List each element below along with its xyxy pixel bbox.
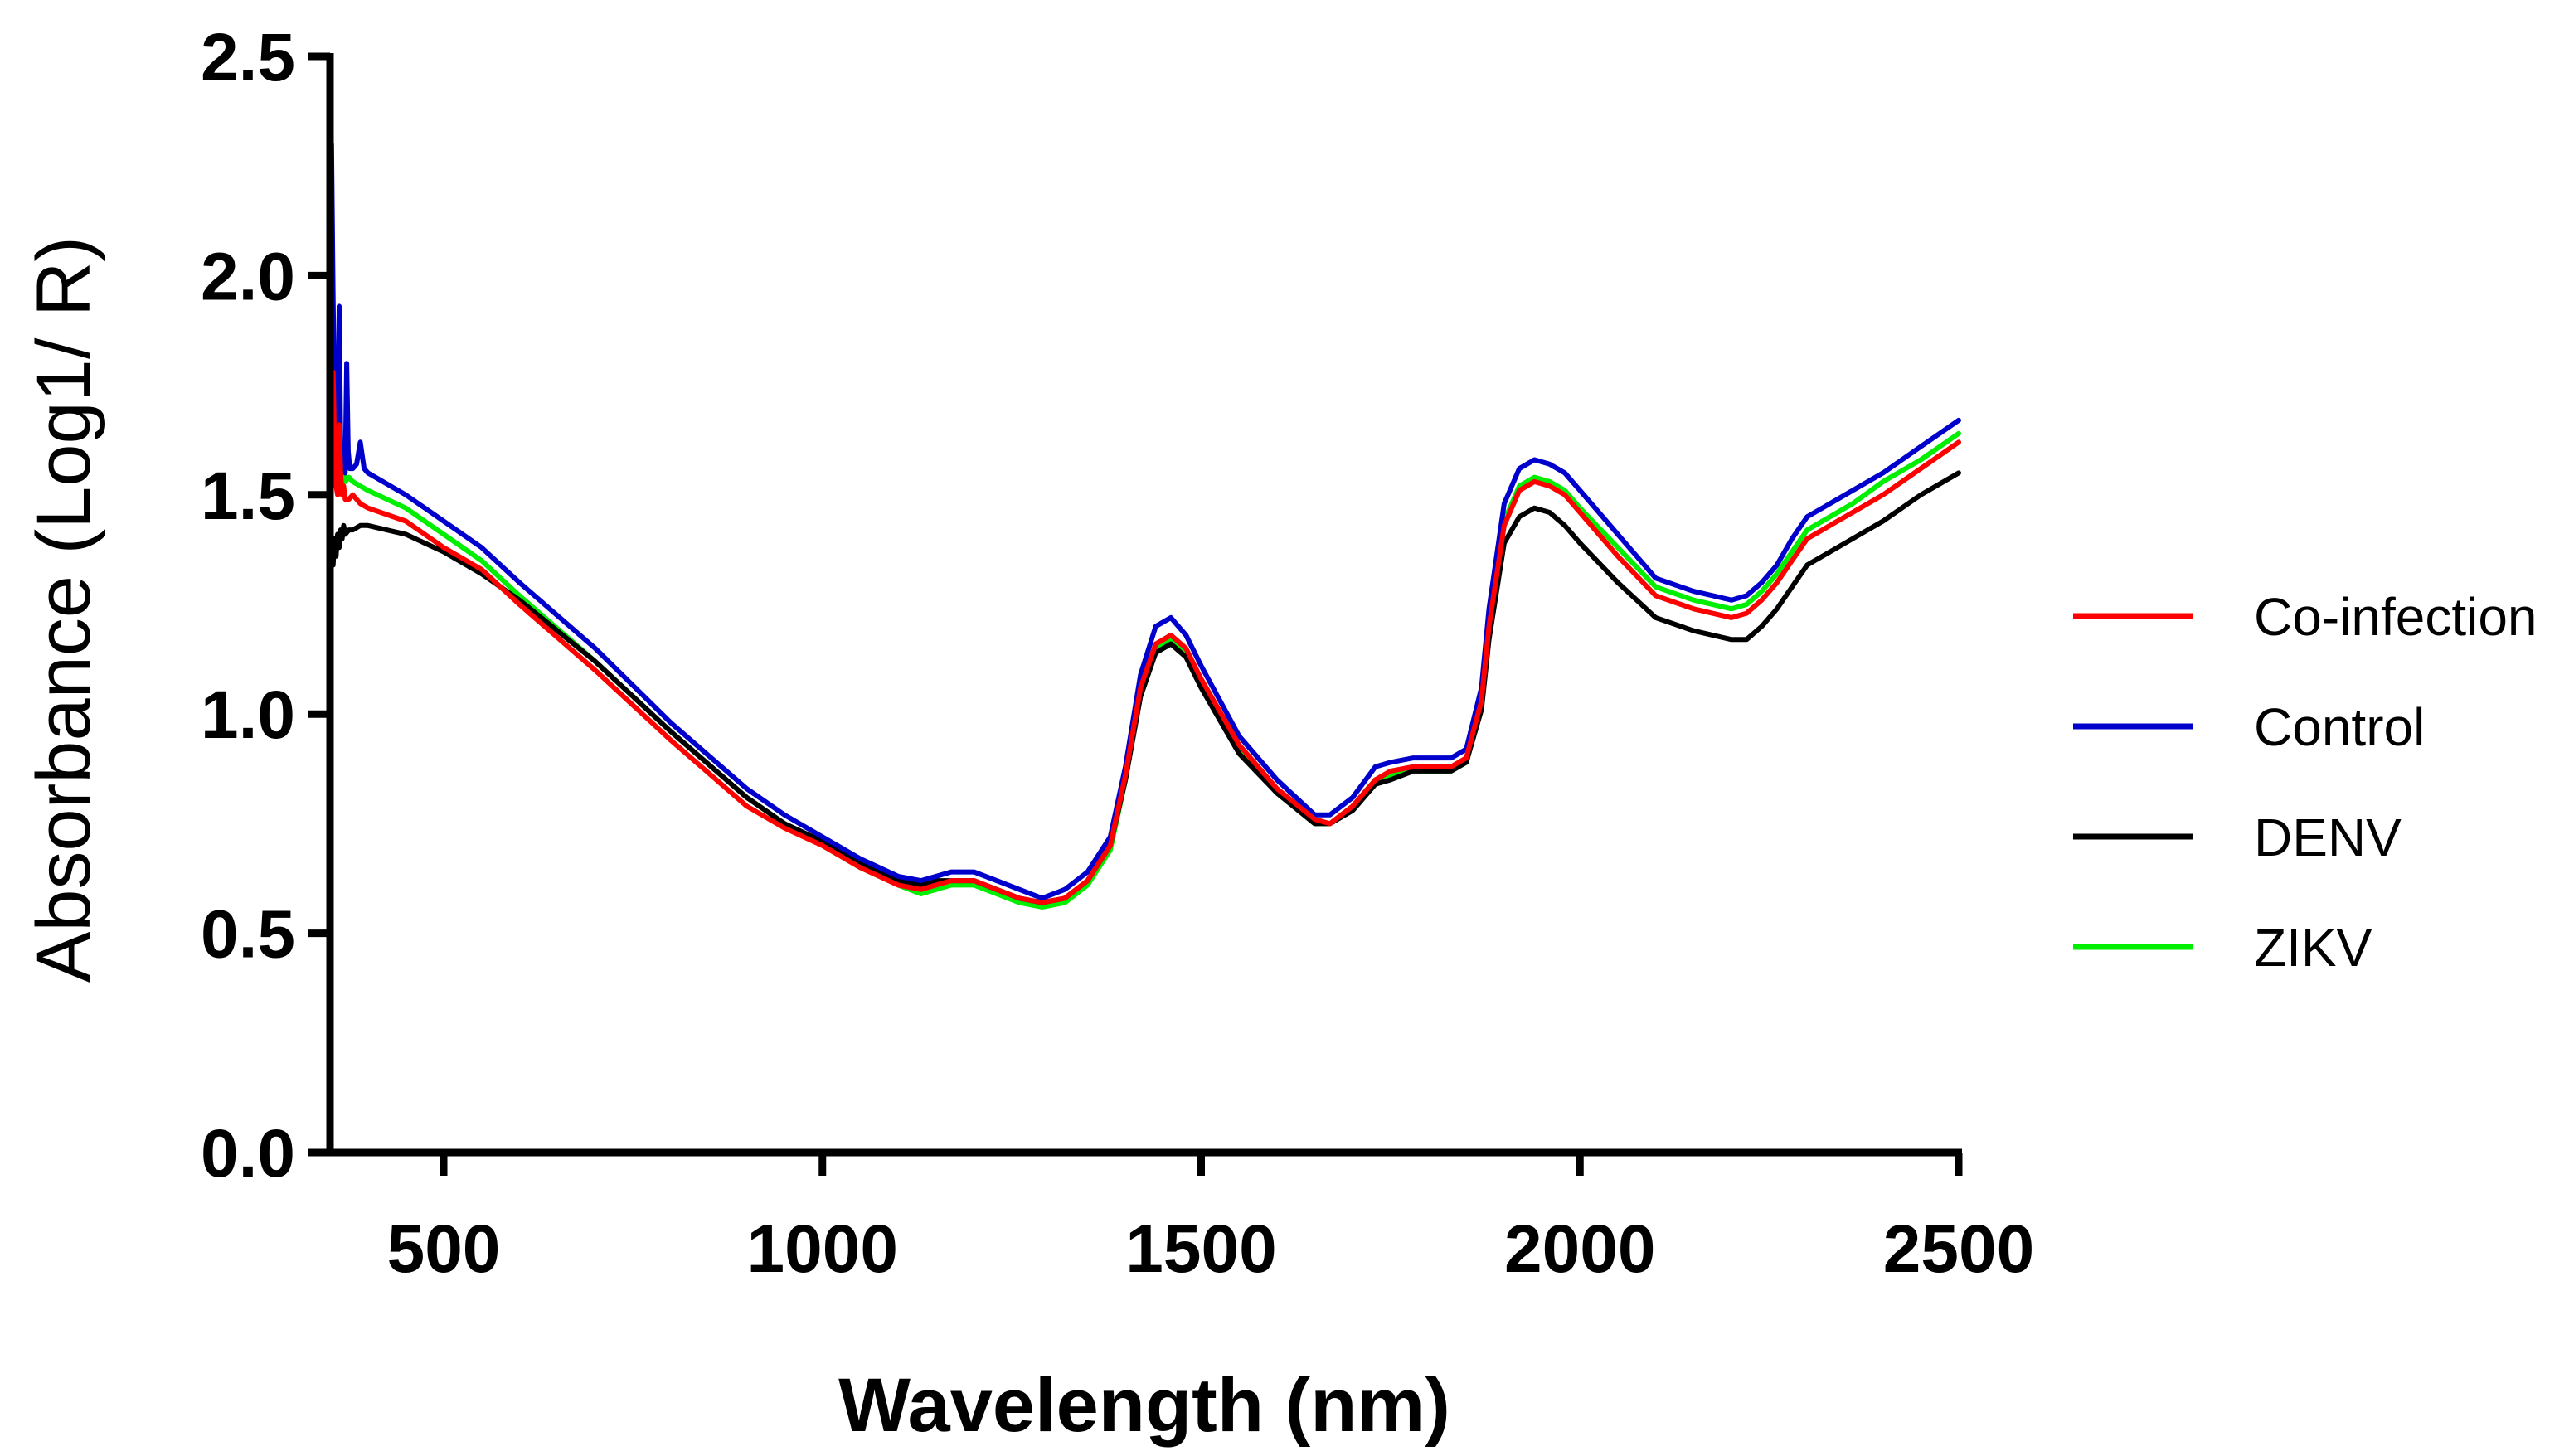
y-tick-label: 1.5 bbox=[201, 459, 295, 534]
legend-label: Control bbox=[2254, 697, 2425, 757]
y-tick-label: 2.0 bbox=[201, 239, 295, 314]
legend-label: Co-infection bbox=[2254, 587, 2538, 647]
legend-label: ZIKV bbox=[2254, 918, 2372, 978]
y-tick-label: 0.0 bbox=[201, 1116, 295, 1191]
y-tick-label: 2.5 bbox=[201, 20, 295, 95]
y-axis-title: Absorbance (Log1/ R) bbox=[22, 236, 106, 983]
y-tick-label: 1.0 bbox=[201, 677, 295, 753]
x-ticks: 500 1000 1500 2000 2500 bbox=[387, 1153, 2034, 1287]
series-line-zikv bbox=[328, 177, 1961, 910]
legend: Co-infection Control DENV ZIKV bbox=[2073, 587, 2538, 978]
x-tick-label: 1500 bbox=[1125, 1211, 1276, 1287]
y-ticks: 0.0 0.5 1.0 1.5 2.0 2.5 bbox=[201, 20, 330, 1191]
x-tick-label: 2000 bbox=[1504, 1211, 1655, 1287]
legend-label: DENV bbox=[2254, 808, 2402, 867]
axes bbox=[326, 53, 1962, 1157]
series-line-co-infection bbox=[328, 369, 1961, 905]
x-tick-label: 2500 bbox=[1883, 1211, 2034, 1287]
y-tick-label: 0.5 bbox=[201, 897, 295, 973]
series-line-denv bbox=[328, 470, 1961, 905]
x-tick-label: 1000 bbox=[747, 1211, 898, 1287]
x-tick-label: 500 bbox=[387, 1211, 501, 1287]
series-line-control bbox=[328, 141, 1961, 901]
x-axis-title: Wavelength (nm) bbox=[838, 1363, 1450, 1448]
plot-series bbox=[328, 141, 1961, 910]
